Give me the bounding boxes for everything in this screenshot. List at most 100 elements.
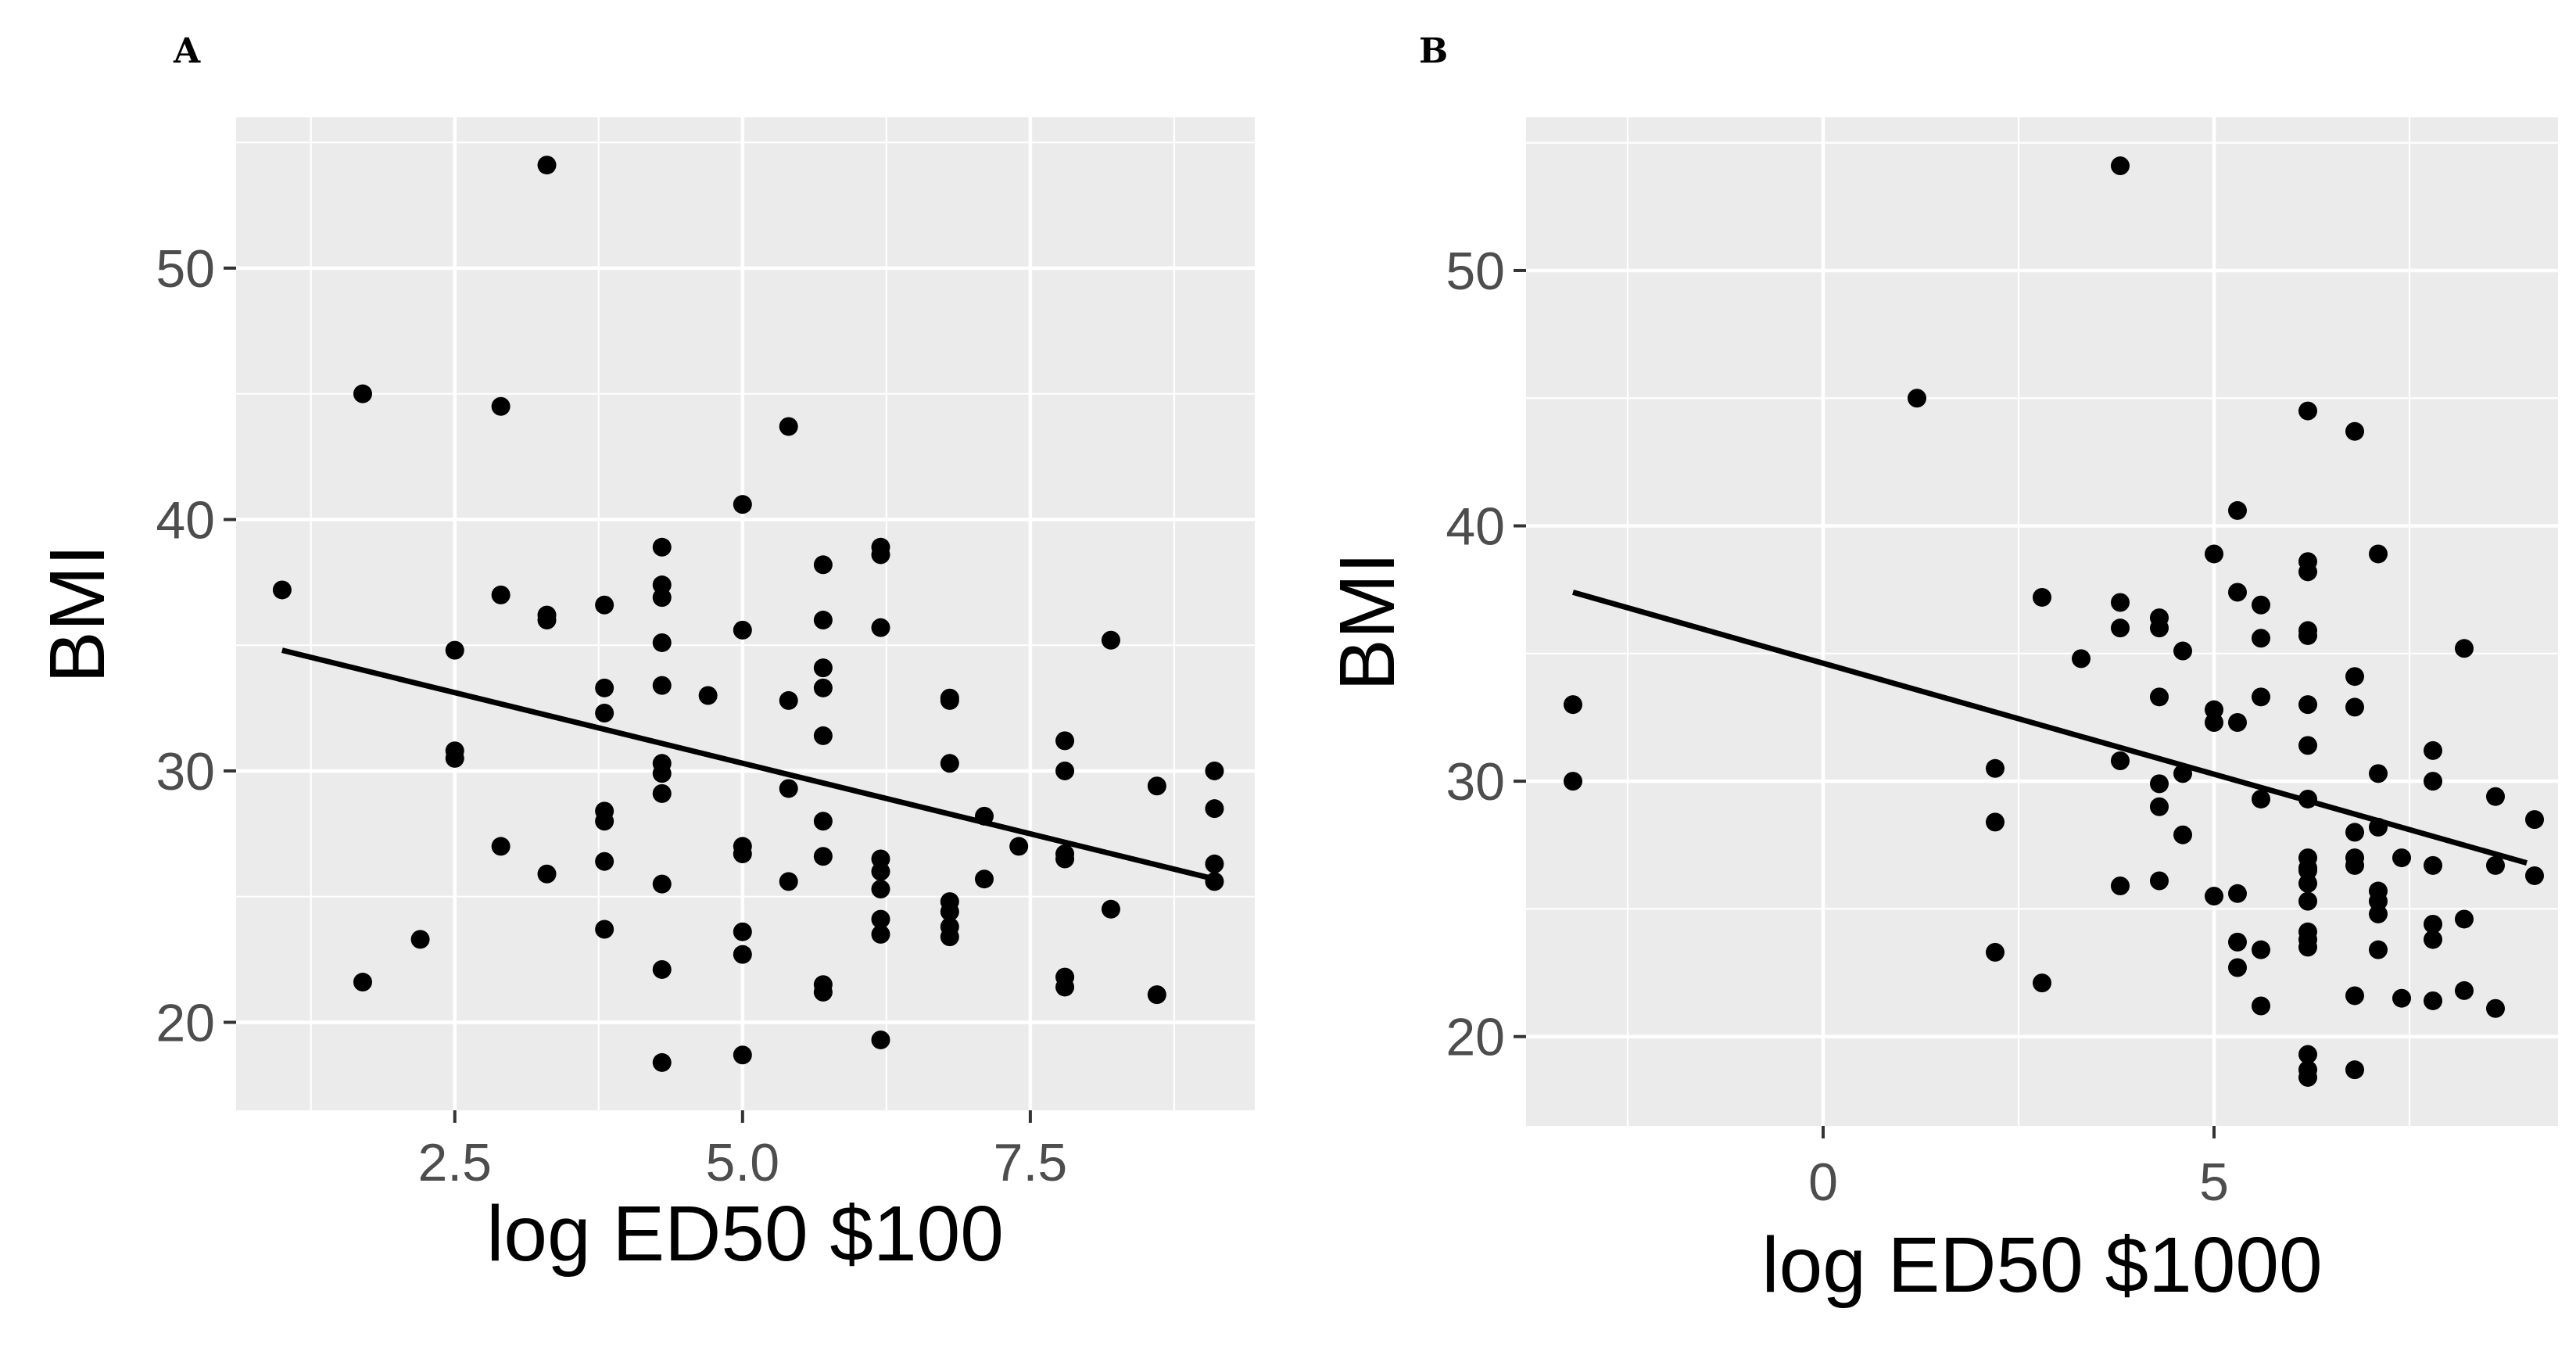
data-point [2205,544,2223,564]
minor-gridlines [236,117,1255,1110]
y-tick-labels: 20 30 40 50 [156,239,215,1053]
data-point [2228,583,2247,602]
data-point [1055,731,1075,751]
data-point [2424,991,2442,1010]
data-point [871,924,890,944]
data-point [779,779,798,798]
data-point [2298,891,2317,911]
data-point [2486,787,2505,806]
data-point [2455,981,2474,1000]
data-point [2486,855,2505,875]
data-point [813,812,833,831]
y-tick-label: 40 [1446,497,1505,557]
data-point [2345,421,2364,441]
data-point [940,927,959,947]
data-point [2111,751,2130,770]
data-point [445,748,464,768]
data-point [2345,823,2364,842]
data-point [1009,837,1029,856]
data-point [1055,977,1075,997]
plot-background [1526,117,2558,1126]
data-point [353,973,372,992]
data-point [1564,772,1582,791]
panel-label: B [1419,31,1448,71]
x-axis-title: log ED50 $1000 [1761,1221,2322,1309]
data-point [2228,932,2247,952]
data-point [871,909,890,929]
y-axis-title: BMI [1324,552,1411,691]
data-point [2111,156,2130,176]
data-point [2033,973,2051,993]
data-point [1147,985,1166,1005]
data-point [813,847,833,866]
data-point [779,417,798,436]
x-tick-label: 5.0 [706,1133,780,1192]
data-point [537,864,557,884]
data-point [2228,713,2247,732]
data-point [2369,764,2388,783]
major-gridlines [236,117,1255,1110]
data-point [652,537,672,557]
data-point [733,620,752,640]
data-point [733,1045,752,1065]
axis-ticks [1514,268,2216,1138]
data-point [733,945,752,964]
data-point [2150,774,2169,794]
data-point [2486,998,2505,1018]
data-point [813,726,833,745]
data-point [2298,695,2317,715]
data-point [2298,938,2317,957]
data-point [2424,915,2442,934]
data-point [2150,871,2169,891]
regression-line [281,647,1216,882]
data-point [2228,500,2247,520]
data-point [2150,618,2169,638]
data-point [2252,940,2270,959]
data-point [1101,899,1120,919]
data-point [272,580,292,600]
data-point [1986,758,2005,778]
data-point [2228,958,2247,977]
data-point [779,690,798,710]
data-point [2298,1045,2317,1064]
x-tick-label: 5 [2199,1153,2229,1212]
data-point [733,922,752,941]
data-point [2424,772,2442,791]
data-point [871,618,890,637]
data-point [1055,849,1075,869]
y-tick-label: 30 [156,742,215,801]
data-point [1908,389,1926,408]
data-point [595,595,614,615]
data-point [2392,988,2411,1008]
data-point [2111,877,2130,896]
data-point [2298,873,2317,893]
x-tick-label: 7.5 [994,1133,1068,1192]
data-point [595,851,614,871]
data-point [595,704,614,722]
data-point [537,156,557,175]
data-point [2111,593,2130,612]
y-tick-label: 50 [156,239,215,299]
data-point [595,812,614,831]
data-point [733,495,752,514]
data-point [813,611,833,630]
y-tick-label: 20 [156,993,215,1052]
data-point [652,1052,672,1072]
data-point [2525,866,2544,885]
data-point [698,686,718,705]
data-point [813,555,833,575]
data-point [2072,649,2091,669]
data-point [652,633,672,652]
data-point [2298,736,2317,755]
data-point [2298,401,2317,421]
x-axis-title: log ED50 $100 [486,1190,1004,1278]
data-point [871,1030,890,1049]
y-tick-labels: 20 30 40 50 [1446,242,1505,1067]
data-point [940,902,959,921]
data-point [871,545,890,565]
y-tick-label: 50 [1446,242,1505,301]
data-point [1205,799,1224,819]
data-point [445,640,464,660]
data-point [652,764,672,783]
data-point [2369,904,2388,923]
